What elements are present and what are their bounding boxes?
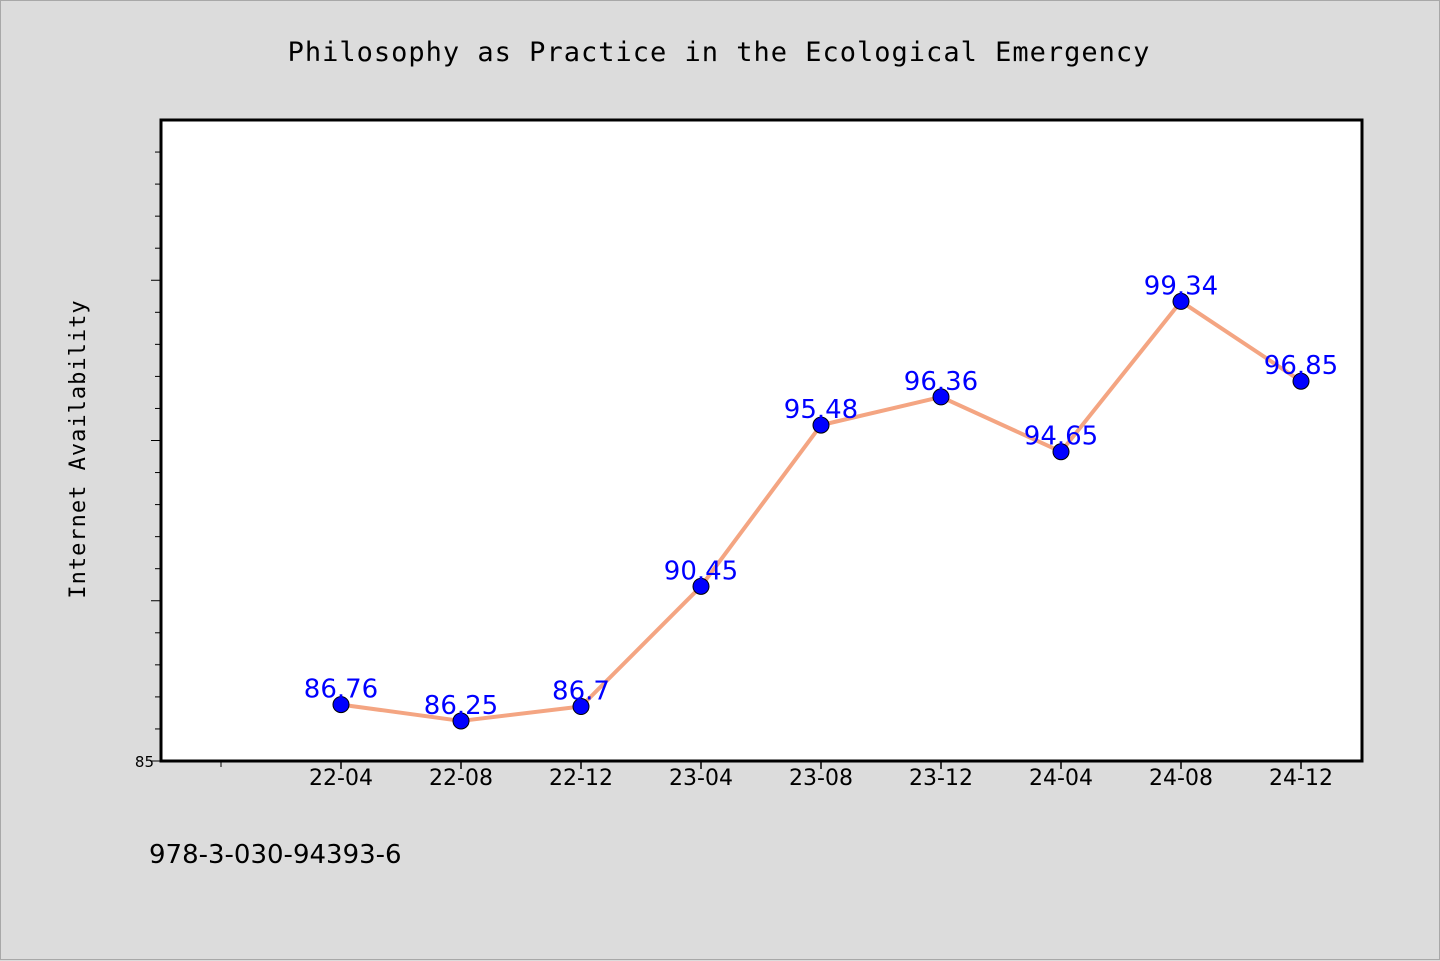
x-tick-label: 23-08 bbox=[789, 766, 853, 791]
data-labels-group: 86.76 86.25 86.7 90.45 95.48 96.36 94.65 99.34 9… bbox=[304, 271, 1338, 721]
data-label: 94.65 bbox=[1024, 422, 1098, 452]
data-point bbox=[452, 712, 470, 730]
x-tick-label: 23-04 bbox=[669, 766, 733, 791]
x-tick-label: 23-12 bbox=[909, 766, 973, 791]
data-point bbox=[1292, 372, 1310, 390]
x-tick-label: 22-08 bbox=[429, 766, 493, 791]
data-point bbox=[1172, 292, 1190, 310]
y-axis-label: Internet Availability bbox=[66, 299, 91, 598]
data-label: 99.34 bbox=[1144, 271, 1218, 301]
y-tick-label: 85 bbox=[135, 753, 154, 771]
chart-title: Philosophy as Practice in the Ecological… bbox=[288, 37, 1151, 68]
y-axis-ticks: 85 bbox=[135, 151, 161, 771]
data-point bbox=[572, 698, 590, 716]
data-label: 90.45 bbox=[664, 556, 738, 586]
series-group bbox=[332, 292, 1310, 730]
x-axis-ticks: 22-04 22-08 22-12 23-04 23-08 23-12 24-04 24-08… bbox=[220, 761, 1333, 791]
data-label: 96.85 bbox=[1264, 351, 1338, 381]
x-tick-label: 24-12 bbox=[1269, 766, 1333, 791]
data-point bbox=[932, 388, 950, 406]
x-tick-label: 22-04 bbox=[309, 766, 373, 791]
data-point bbox=[812, 416, 830, 434]
data-label: 86.7 bbox=[552, 677, 610, 707]
x-tick-label: 22-12 bbox=[549, 766, 613, 791]
data-label: 86.76 bbox=[304, 675, 378, 705]
isbn-text: 978-3-030-94393-6 bbox=[149, 840, 402, 870]
data-point bbox=[332, 696, 350, 714]
data-point bbox=[1052, 443, 1070, 461]
data-label: 86.25 bbox=[424, 691, 498, 721]
data-label: 96.36 bbox=[904, 367, 978, 397]
x-tick-label: 24-08 bbox=[1149, 766, 1213, 791]
plot-area bbox=[159, 118, 1364, 763]
data-point bbox=[692, 577, 710, 595]
x-tick-label: 24-04 bbox=[1029, 766, 1093, 791]
data-label: 95.48 bbox=[784, 395, 858, 425]
